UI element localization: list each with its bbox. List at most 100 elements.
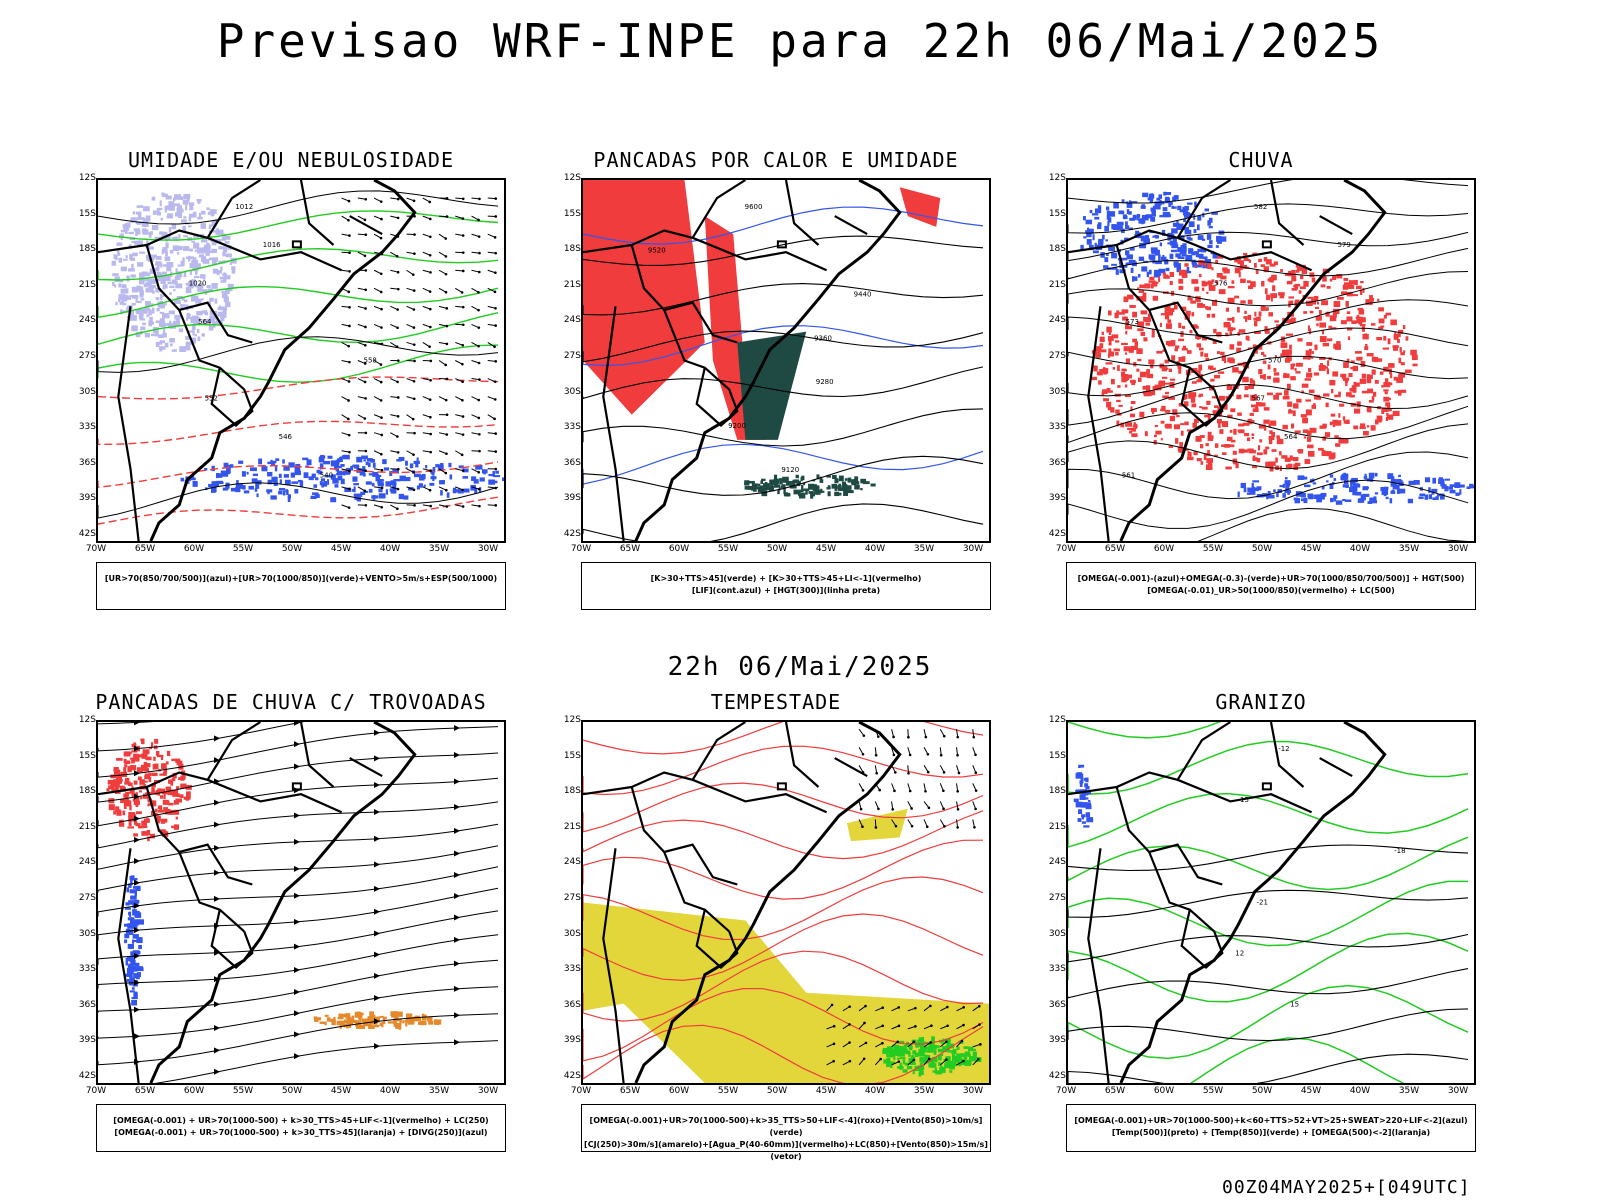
lon-label: 65W bbox=[1104, 544, 1126, 554]
red-contours bbox=[583, 722, 984, 1083]
lon-label: 45W bbox=[330, 544, 352, 554]
lat-label: 21S bbox=[78, 821, 96, 832]
border-line bbox=[207, 236, 343, 272]
panel-tempestade: TEMPESTADE 70W 65W 60W 55W 50W 45W 40W 35W 30W [… bbox=[561, 690, 991, 1161]
panel-title: CHUVA bbox=[1228, 148, 1294, 172]
lat-label: 24S bbox=[78, 315, 96, 326]
lat-label: 30S bbox=[1048, 386, 1066, 397]
geo-borders bbox=[98, 180, 417, 541]
lat-label: 21S bbox=[563, 821, 581, 832]
legend-box: [OMEGA(-0.001)-(azul)+OMEGA(-0.3)-(verde… bbox=[1066, 562, 1476, 610]
temp850-contours bbox=[1068, 722, 1469, 1083]
lon-label: 35W bbox=[428, 1086, 450, 1096]
lon-label: 70W bbox=[1055, 1086, 1077, 1096]
contour-label: 9600 bbox=[745, 203, 763, 211]
border-line bbox=[1068, 180, 1231, 254]
border-line bbox=[145, 786, 253, 886]
lon-label: 55W bbox=[1202, 544, 1224, 554]
lat-label: 18S bbox=[563, 786, 581, 797]
lon-label: 55W bbox=[232, 1086, 254, 1096]
lon-label: 55W bbox=[717, 1086, 739, 1096]
border-line bbox=[692, 236, 828, 272]
border-line bbox=[602, 848, 625, 1083]
contour-label: 558 bbox=[364, 356, 377, 364]
lon-label: 35W bbox=[913, 544, 935, 554]
lon-label: 55W bbox=[1202, 1086, 1224, 1096]
legend-box: [K>30+TTS>45](verde) + [K>30+TTS>45+LI<-… bbox=[581, 562, 991, 610]
border-line bbox=[1115, 786, 1223, 886]
green-contours bbox=[98, 210, 499, 383]
border-line bbox=[630, 786, 738, 886]
lat-label: 39S bbox=[563, 493, 581, 504]
lon-axis: 70W 65W 60W 55W 50W 45W 40W 35W 30W bbox=[571, 544, 991, 556]
lon-label: 50W bbox=[766, 1086, 788, 1096]
contour-label: 9440 bbox=[854, 291, 872, 299]
map-canvas: 582 579 576 573 570 567 564 561 bbox=[1068, 180, 1474, 541]
shade-yellow bbox=[583, 902, 989, 1083]
lat-label: 30S bbox=[563, 928, 581, 939]
lat-label: 27S bbox=[1048, 893, 1066, 903]
shade-darkgreen-band bbox=[744, 474, 876, 499]
lat-label: 33S bbox=[563, 964, 581, 975]
shade-blue bbox=[1073, 764, 1094, 828]
lat-label: 15S bbox=[563, 208, 581, 219]
lat-label: 30S bbox=[563, 386, 581, 397]
lon-label: 30W bbox=[962, 544, 984, 554]
geo-borders bbox=[583, 722, 902, 1083]
legend-box: [OMEGA(-0.001)+UR>70(1000-500)+k>35_TTS>… bbox=[581, 1104, 991, 1161]
lat-label: 12S bbox=[563, 173, 581, 183]
lat-label: 30S bbox=[78, 928, 96, 939]
border-line bbox=[210, 909, 254, 969]
lat-label: 15S bbox=[563, 750, 581, 761]
lat-label: 12S bbox=[78, 173, 96, 183]
contour-label: 567 bbox=[1252, 395, 1265, 403]
lon-label: 55W bbox=[232, 544, 254, 554]
lon-label: 70W bbox=[1055, 544, 1077, 554]
lon-label: 50W bbox=[766, 544, 788, 554]
city-marker bbox=[1261, 240, 1272, 249]
border-line bbox=[583, 722, 746, 796]
lat-label: 12S bbox=[78, 715, 96, 725]
contour-label: -18 bbox=[1394, 847, 1405, 855]
lat-label: 12S bbox=[563, 715, 581, 725]
lat-label: 24S bbox=[1048, 315, 1066, 326]
lat-label: 42S bbox=[563, 1071, 581, 1081]
lat-label: 18S bbox=[78, 244, 96, 255]
coastline bbox=[149, 180, 417, 541]
lon-label: 35W bbox=[1398, 544, 1420, 554]
lon-label: 45W bbox=[1300, 544, 1322, 554]
lat-label: 39S bbox=[78, 1035, 96, 1046]
lon-label: 40W bbox=[379, 1086, 401, 1096]
geo-borders bbox=[583, 180, 902, 541]
lat-label: 39S bbox=[78, 493, 96, 504]
border-line bbox=[1177, 236, 1313, 272]
shade-blue bbox=[180, 454, 504, 503]
panel-title: GRANIZO bbox=[1215, 690, 1307, 714]
lat-label: 33S bbox=[78, 964, 96, 975]
border-line bbox=[210, 367, 254, 427]
lat-label: 33S bbox=[1048, 964, 1066, 975]
map-frame: 582 579 576 573 570 567 564 561 bbox=[1066, 178, 1476, 543]
lat-label: 36S bbox=[1048, 457, 1066, 468]
legend-line-2: [OMEGA(-0.01)_UR>50(1000/850)(vermelho) … bbox=[1147, 586, 1395, 595]
map-frame: 1012 1016 1020 564 558 552 546 540 bbox=[96, 178, 506, 543]
legend-line-1: [OMEGA(-0.001)-(azul)+OMEGA(-0.3)-(verde… bbox=[1077, 574, 1465, 583]
shade-blue bbox=[1080, 191, 1227, 282]
lat-label: 42S bbox=[1048, 529, 1066, 539]
lon-label: 50W bbox=[281, 1086, 303, 1096]
border-line bbox=[1148, 309, 1215, 391]
lat-label: 15S bbox=[78, 208, 96, 219]
blue-contours bbox=[583, 206, 984, 485]
lon-label: 40W bbox=[864, 544, 886, 554]
main-title: Previsao WRF-INPE para 22h 06/Mai/2025 bbox=[216, 14, 1384, 68]
lon-label: 30W bbox=[477, 1086, 499, 1096]
lon-axis: 70W 65W 60W 55W 50W 45W 40W 35W 30W bbox=[86, 1086, 506, 1098]
contour-label: 552 bbox=[205, 395, 218, 403]
border-line bbox=[207, 778, 343, 814]
panel-title: TEMPESTADE bbox=[710, 690, 842, 714]
lat-label: 21S bbox=[78, 279, 96, 290]
lon-label: 30W bbox=[1447, 1086, 1469, 1096]
panel-title: UMIDADE E/OU NEBULOSIDADE bbox=[127, 148, 455, 172]
lon-label: 70W bbox=[85, 544, 107, 554]
lat-label: 27S bbox=[78, 893, 96, 903]
